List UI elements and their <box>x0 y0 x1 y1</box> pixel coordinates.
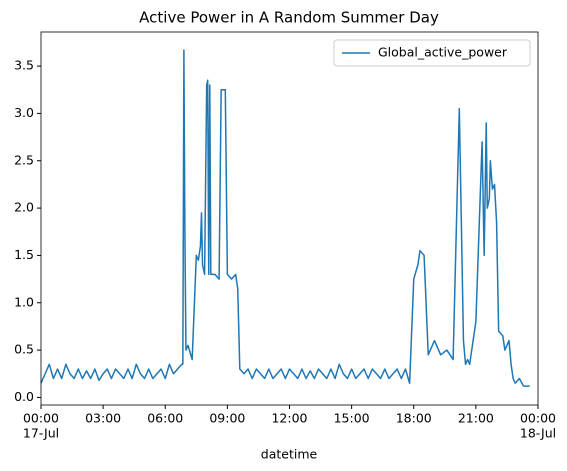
y-tick-label: 0.5 <box>14 342 34 357</box>
y-tick-label: 3.5 <box>14 58 34 73</box>
x-axis-label: datetime <box>261 447 318 462</box>
x-tick-label: 00:00 <box>520 411 556 426</box>
y-tick-label: 0.0 <box>14 389 34 404</box>
x-tick-label: 12:00 <box>271 411 307 426</box>
x-tick-label: 09:00 <box>209 411 245 426</box>
y-tick-label: 1.0 <box>14 294 34 309</box>
chart-title: Active Power in A Random Summer Day <box>139 9 439 27</box>
legend-label: Global_active_power <box>378 45 508 60</box>
x-tick-label: 15:00 <box>334 411 370 426</box>
x-tick-label: 03:00 <box>85 411 121 426</box>
legend-box <box>333 39 531 67</box>
plot-frame <box>40 31 539 406</box>
x-tick-label: 18:00 <box>396 411 432 426</box>
y-tick-label: 1.5 <box>14 247 34 262</box>
x-tick-date: 18-Jul <box>520 426 556 441</box>
x-tick-label: 21:00 <box>458 411 494 426</box>
x-tick-date: 17-Jul <box>23 426 59 441</box>
x-tick-label: 06:00 <box>147 411 183 426</box>
y-tick-label: 2.0 <box>14 200 34 215</box>
y-tick-label: 3.0 <box>14 105 34 120</box>
line-series <box>40 49 530 387</box>
y-tick-label: 2.5 <box>14 152 34 167</box>
x-tick-label: 00:00 <box>23 411 59 426</box>
